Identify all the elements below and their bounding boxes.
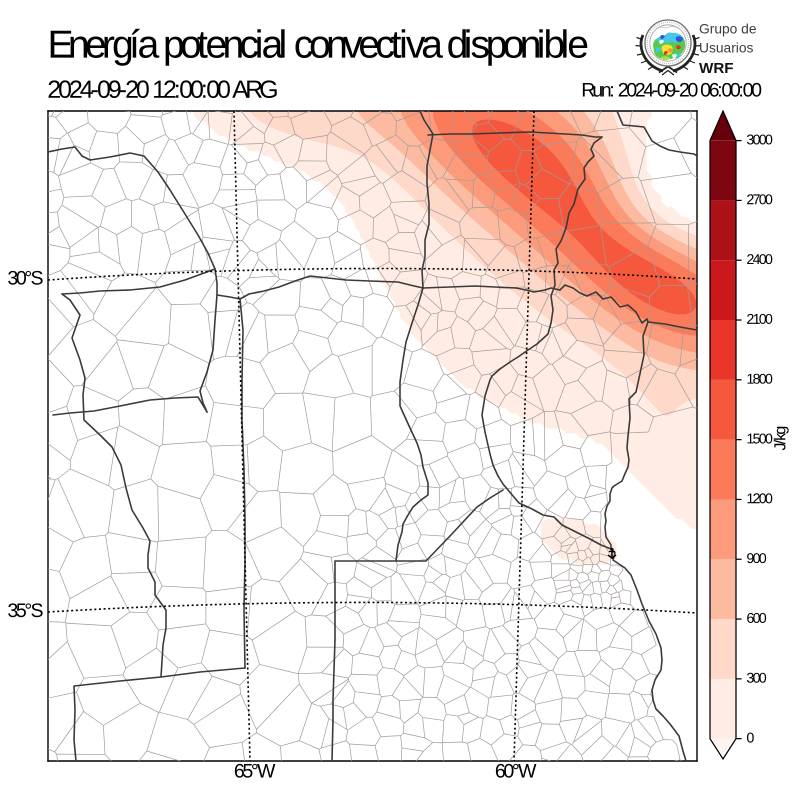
svg-text:Grupo de: Grupo de — [699, 22, 757, 37]
svg-text:WRF: WRF — [699, 60, 734, 77]
svg-text:Usuarios: Usuarios — [699, 41, 754, 56]
